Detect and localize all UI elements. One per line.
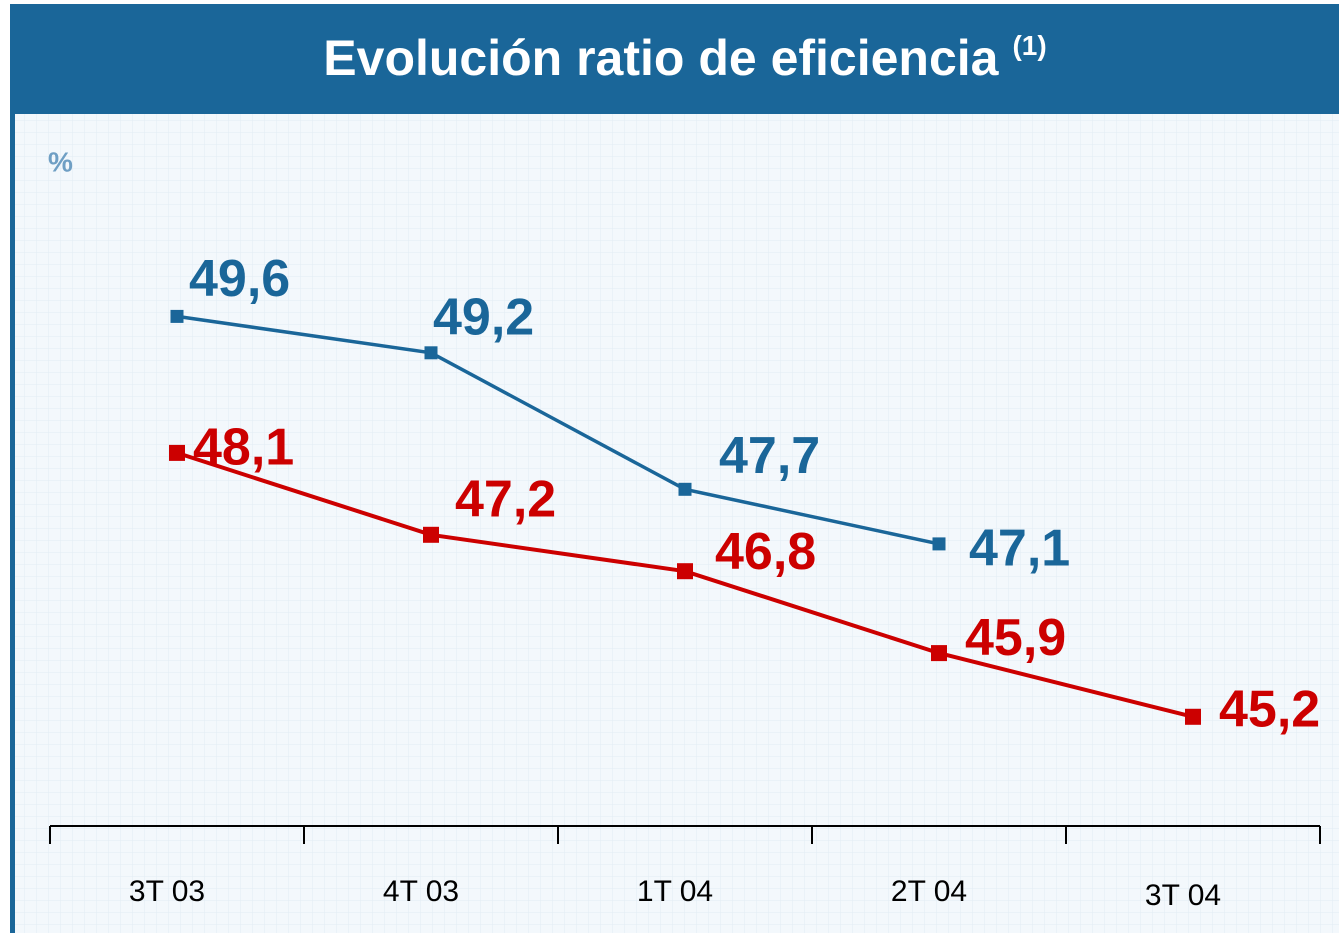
title-text: Evolución ratio de eficiencia xyxy=(323,30,999,86)
data-label: 46,8 xyxy=(715,523,816,581)
marker xyxy=(932,537,946,551)
marker xyxy=(424,346,438,360)
marker xyxy=(1185,708,1201,725)
data-label: 47,7 xyxy=(719,427,820,485)
data-label: 47,2 xyxy=(455,471,556,529)
marker xyxy=(170,309,184,323)
chart-title: Evolución ratio de eficiencia (1) xyxy=(323,30,1046,86)
x-tick-label: 3T 04 xyxy=(1145,879,1221,912)
data-label: 45,9 xyxy=(965,609,1066,667)
x-tick-label: 1T 04 xyxy=(637,875,713,908)
data-label: 48,1 xyxy=(193,419,294,477)
title-note: (1) xyxy=(1012,30,1046,61)
data-label: 49,6 xyxy=(189,250,290,308)
x-tick-label: 2T 04 xyxy=(891,875,967,908)
marker xyxy=(678,482,692,496)
marker xyxy=(169,444,185,461)
data-label: 45,2 xyxy=(1219,681,1320,739)
y-axis-label: % xyxy=(48,146,73,177)
marker xyxy=(677,563,693,580)
grid xyxy=(15,114,1339,933)
data-label: 49,2 xyxy=(433,289,534,347)
marker xyxy=(931,645,947,662)
x-tick-label: 3T 03 xyxy=(129,875,205,908)
x-tick-label: 4T 03 xyxy=(383,875,459,908)
marker xyxy=(423,526,439,543)
series-line xyxy=(176,314,940,546)
data-label: 47,1 xyxy=(969,520,1070,578)
